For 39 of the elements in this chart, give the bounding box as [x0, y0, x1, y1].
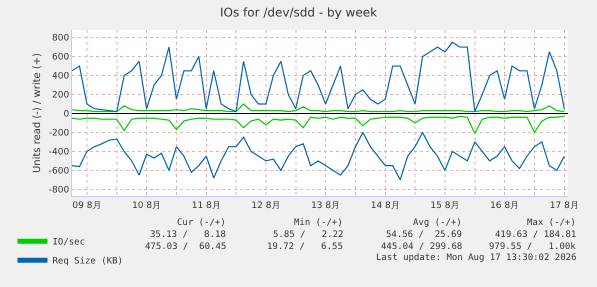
text: 19.72 / 6.55 — [267, 242, 343, 252]
chart-title: IOs for /dev/sdd - by week — [220, 5, 378, 20]
text: 54.56 / 25.69 — [386, 230, 462, 240]
legend-label: IO/sec — [52, 238, 85, 248]
y-tick-label: 0 — [63, 110, 70, 120]
x-tick-label: 16 8月 — [490, 200, 520, 211]
text: Min (-/+) — [294, 218, 343, 228]
line-series — [72, 42, 565, 112]
y-tick-label: -800 — [48, 186, 70, 196]
text: 35.13 / 8.18 — [150, 230, 226, 240]
y-tick-label: 800 — [52, 34, 70, 44]
text: 475.03 / 60.45 — [145, 242, 226, 252]
x-tick-label: 10 8月 — [132, 200, 162, 211]
x-tick-label: 15 8月 — [430, 200, 460, 211]
x-tick-label: 14 8月 — [370, 200, 400, 211]
x-tick-label: 17 8月 — [550, 200, 579, 211]
y-tick-label: -200 — [48, 128, 70, 139]
y-tick-label: -400 — [48, 148, 70, 158]
line-series — [72, 116, 565, 134]
x-tick-label: 13 8月 — [311, 200, 340, 211]
y-axis-title: Units read (-) / write (+) — [32, 52, 43, 174]
text: Avg (-/+) — [413, 218, 462, 228]
text: Last update: Mon Aug 17 13:30:02 2026 — [376, 253, 576, 263]
text: Max (-/+) — [527, 218, 576, 228]
text: 979.55 / 1.00k — [489, 242, 576, 252]
text: 419.63 / 184.81 — [495, 230, 576, 240]
y-tick-label: 600 — [52, 52, 70, 63]
line-series — [72, 103, 565, 112]
x-tick-label: 09 8月 — [72, 200, 102, 211]
y-tick-label: 200 — [52, 90, 70, 101]
y-tick-label: 400 — [52, 72, 70, 82]
x-tick-label: 12 8月 — [251, 200, 280, 211]
text: 445.04 / 299.68 — [381, 242, 462, 252]
line-series — [72, 132, 565, 180]
x-tick-label: 11 8月 — [192, 200, 221, 211]
text: Cur (-/+) — [177, 218, 226, 228]
text: 5.85 / 2.22 — [273, 230, 344, 240]
y-tick-label: -600 — [48, 166, 70, 177]
legend-label: Req Size (KB) — [52, 256, 123, 267]
